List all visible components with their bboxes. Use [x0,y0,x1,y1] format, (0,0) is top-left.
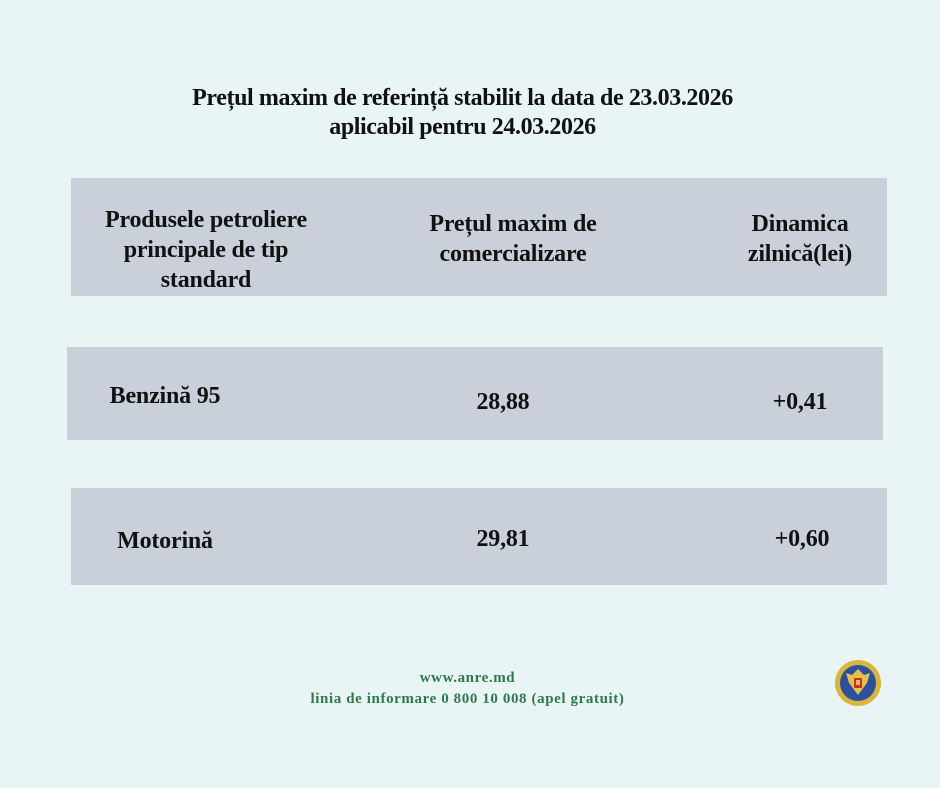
row-product: Benzină 95 [109,383,221,409]
header-change: Dinamica zilnică(lei) [720,209,880,269]
hotline-text: linia de informare 0 800 10 008 (apel gr… [310,691,625,707]
coat-of-arms-seal-icon [835,660,881,706]
row-change: +0,60 [774,526,830,552]
table-row [71,488,887,585]
table-row [67,347,883,440]
header-text: Produsele petroliere [105,207,307,233]
website-link[interactable]: www.anre.md [419,670,516,686]
title-line-2: aplicabil pentru 24.03.2026 [329,114,596,140]
header-text: principale de tip [123,237,289,263]
footer: www.anre.md linia de informare 0 800 10 … [0,668,935,710]
title-line-1: Prețul maxim de referință stabilit la da… [192,85,733,111]
row-change: +0,41 [772,389,828,415]
header-product: Produsele petroliere principale de tip s… [75,205,337,295]
header-text: Dinamica [751,211,849,237]
header-text: standard [160,267,252,293]
header-text: zilnică(lei) [747,241,853,267]
row-price: 29,81 [476,526,530,552]
header-text: Prețul maxim de [429,211,597,237]
page-title: Prețul maxim de referință stabilit la da… [0,84,925,142]
header-price: Prețul maxim de comercializare [383,209,643,269]
row-product: Motorină [117,528,213,554]
header-text: comercializare [439,241,587,267]
table-header [71,178,887,296]
row-price: 28,88 [476,389,530,415]
